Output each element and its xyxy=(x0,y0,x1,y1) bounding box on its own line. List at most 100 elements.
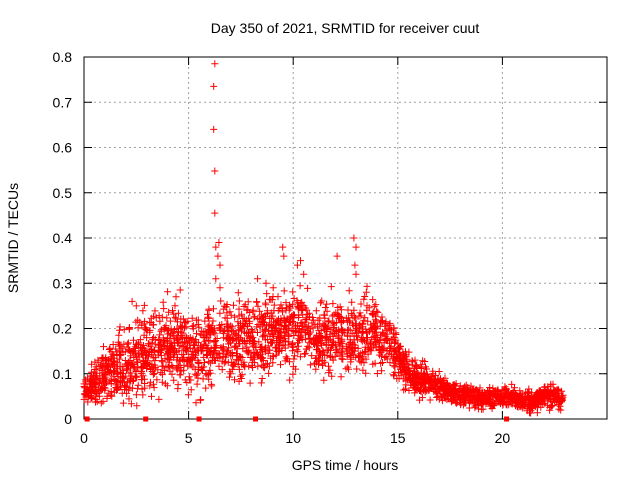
data-point xyxy=(224,347,232,355)
data-point xyxy=(92,363,100,371)
data-point xyxy=(164,288,172,296)
data-point xyxy=(297,257,304,265)
data-point xyxy=(393,352,400,360)
data-point xyxy=(254,351,261,359)
data-point xyxy=(510,387,518,395)
data-point xyxy=(246,317,254,325)
data-point xyxy=(148,392,155,400)
data-point xyxy=(470,393,477,401)
data-point xyxy=(254,275,262,283)
data-point xyxy=(356,357,364,365)
data-point xyxy=(184,391,192,399)
data-point xyxy=(127,369,135,377)
data-point xyxy=(246,379,254,387)
data-point xyxy=(543,401,551,409)
data-point xyxy=(160,305,168,313)
data-point xyxy=(514,403,522,411)
data-point xyxy=(223,322,231,330)
data-point xyxy=(328,372,336,380)
data-point xyxy=(134,324,142,332)
data-point xyxy=(251,352,259,360)
data-point xyxy=(379,344,387,352)
data-point xyxy=(361,314,369,322)
data-point xyxy=(432,379,439,386)
data-point xyxy=(296,353,304,361)
data-point xyxy=(218,344,226,352)
data-point xyxy=(187,386,195,394)
data-point xyxy=(191,365,199,373)
data-point xyxy=(557,406,565,414)
data-point xyxy=(102,357,110,365)
data-point xyxy=(134,381,142,389)
data-point xyxy=(250,313,258,321)
data-point xyxy=(179,355,186,363)
data-point xyxy=(105,346,113,353)
data-point xyxy=(532,392,540,400)
data-point xyxy=(259,357,267,364)
data-point xyxy=(326,331,334,339)
data-point xyxy=(165,326,173,334)
data-point xyxy=(236,340,244,348)
data-point xyxy=(161,380,169,388)
data-point xyxy=(411,371,418,379)
data-point xyxy=(524,389,532,397)
data-point xyxy=(394,353,402,361)
data-point xyxy=(300,270,308,278)
data-point xyxy=(323,334,331,342)
data-point xyxy=(386,321,394,329)
data-point xyxy=(277,321,285,329)
data-point xyxy=(324,318,332,326)
data-point xyxy=(286,301,294,309)
data-point xyxy=(99,397,107,405)
data-point xyxy=(146,328,154,336)
data-point xyxy=(208,326,216,334)
data-point xyxy=(271,327,279,335)
chart-title: Day 350 of 2021, SRMTID for receiver cuu… xyxy=(211,20,480,36)
data-point xyxy=(470,387,478,395)
y-tick-label: 0.2 xyxy=(53,321,73,337)
data-point xyxy=(397,365,404,373)
data-point xyxy=(464,384,471,392)
data-point xyxy=(373,370,381,377)
data-point xyxy=(372,312,380,320)
data-point xyxy=(133,373,141,381)
data-point xyxy=(87,392,95,399)
data-point xyxy=(351,313,359,321)
data-point xyxy=(502,387,510,395)
data-point xyxy=(520,399,528,407)
data-point xyxy=(100,384,108,391)
data-point xyxy=(378,313,386,321)
data-point xyxy=(210,338,218,346)
data-point xyxy=(396,343,404,351)
data-point xyxy=(312,307,320,315)
data-point xyxy=(150,346,158,354)
data-point xyxy=(158,378,166,386)
baseline-marker xyxy=(196,416,202,422)
data-point xyxy=(301,349,309,357)
data-point xyxy=(336,342,344,350)
data-point xyxy=(280,252,288,260)
data-point xyxy=(280,287,288,295)
data-point xyxy=(223,314,231,322)
data-point xyxy=(249,354,257,362)
data-point xyxy=(107,377,115,385)
data-point xyxy=(138,344,146,352)
data-point xyxy=(340,329,348,337)
data-point xyxy=(402,385,409,393)
data-point xyxy=(201,359,208,366)
data-point xyxy=(288,324,296,332)
data-point xyxy=(338,355,346,363)
data-point xyxy=(370,302,378,310)
data-point xyxy=(397,371,405,379)
data-point xyxy=(257,379,265,387)
data-point xyxy=(127,400,135,408)
data-point xyxy=(134,364,142,372)
data-point xyxy=(114,338,122,346)
data-point xyxy=(482,395,490,403)
data-point xyxy=(215,362,223,370)
data-point xyxy=(357,358,365,366)
data-point xyxy=(199,367,206,374)
data-point xyxy=(227,334,235,342)
data-point xyxy=(119,378,126,386)
data-point xyxy=(302,314,310,322)
